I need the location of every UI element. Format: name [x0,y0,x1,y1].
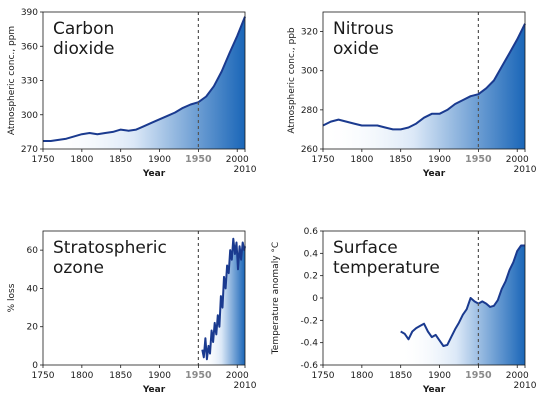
y-axis-label: Atmospheric conc., ppb [287,27,297,134]
y-axis-label: Atmospheric conc., ppm [7,26,17,135]
x-tick-label: 1750 [312,155,335,165]
series-area [43,16,245,149]
series-area [323,23,525,150]
x-tick-label: 2000 [506,371,529,381]
x-tick-label: 1800 [350,371,373,381]
y-tick-label: 20 [27,323,39,333]
x-axis-label: Year [142,385,166,395]
x-tick-label: 2000 [506,155,529,165]
panel-title-line: oxide [333,39,379,59]
x-tick-end-label: 2010 [514,165,537,175]
y-tick-label: 300 [301,67,318,77]
x-tick-label: 1900 [428,155,451,165]
y-tick-label: -0.2 [300,316,318,326]
x-tick-label: 1850 [109,155,132,165]
y-tick-label: 280 [301,106,318,116]
y-tick-label: 0.4 [304,249,319,259]
series-line [400,244,525,347]
x-tick-label: 1800 [70,371,93,381]
x-tick-label: 1750 [32,371,55,381]
y-axis-label: Temperature anomaly °C [271,242,281,355]
y-tick-label: -0.4 [300,339,318,349]
y-tick-label: 0.2 [304,272,318,282]
y-tick-label: 300 [21,111,38,121]
x-tick-label: 1900 [148,155,171,165]
x-tick-label: 1950 [465,154,492,165]
series-line [201,237,246,361]
panel-title-line: Stratospheric [53,238,167,258]
y-tick-label: 0.6 [304,227,319,237]
y-tick-label: 390 [21,8,38,18]
x-tick-label: 1850 [389,155,412,165]
series-line [322,23,526,131]
y-tick-label: 330 [21,77,38,87]
y-axis-label: % loss [7,283,17,312]
x-tick-label: 1850 [389,371,412,381]
y-tick-label: 360 [21,42,38,52]
x-tick-label: 1900 [148,371,171,381]
plot-frame [42,230,246,366]
y-tick-label: 60 [27,246,39,256]
x-tick-label: 1800 [350,155,373,165]
y-tick-label: 0 [32,361,38,371]
x-tick-label: 1950 [185,370,212,381]
x-tick-end-label: 2010 [234,381,257,391]
y-tick-label: 270 [21,145,38,155]
x-axis-label: Year [422,385,446,395]
panel-title-line: ozone [53,258,104,278]
x-tick-label: 1750 [312,371,335,381]
x-tick-label: 1900 [428,371,451,381]
x-tick-label: 1950 [185,154,212,165]
panel-title-line: Surface [333,238,398,258]
y-tick-label: 0 [312,294,318,304]
panel-title-line: Carbon [53,19,114,39]
panel-title-line: Nitrous [333,19,394,39]
panel-title-line: temperature [333,258,440,278]
panels: 1750 1800 1850 1900 1950 20002010270300330360… [7,8,537,395]
x-tick-label: 1850 [109,371,132,381]
plot-frame [322,11,526,150]
y-tick-label: 260 [301,145,318,155]
x-axis-label: Year [142,169,166,179]
y-tick-label: -0.6 [300,361,318,371]
series-area [400,245,525,365]
x-tick-end-label: 2010 [514,381,537,391]
x-axis-label: Year [422,169,446,179]
y-tick-label: 40 [27,284,39,294]
x-tick-label: 1750 [32,155,55,165]
x-tick-label: 2000 [226,155,249,165]
x-tick-label: 1950 [465,370,492,381]
x-tick-label: 2000 [226,371,249,381]
x-tick-end-label: 2010 [234,165,257,175]
panel-title-line: dioxide [53,39,114,59]
y-tick-label: 320 [301,28,318,38]
x-tick-label: 1800 [70,155,93,165]
series-line [43,16,246,142]
